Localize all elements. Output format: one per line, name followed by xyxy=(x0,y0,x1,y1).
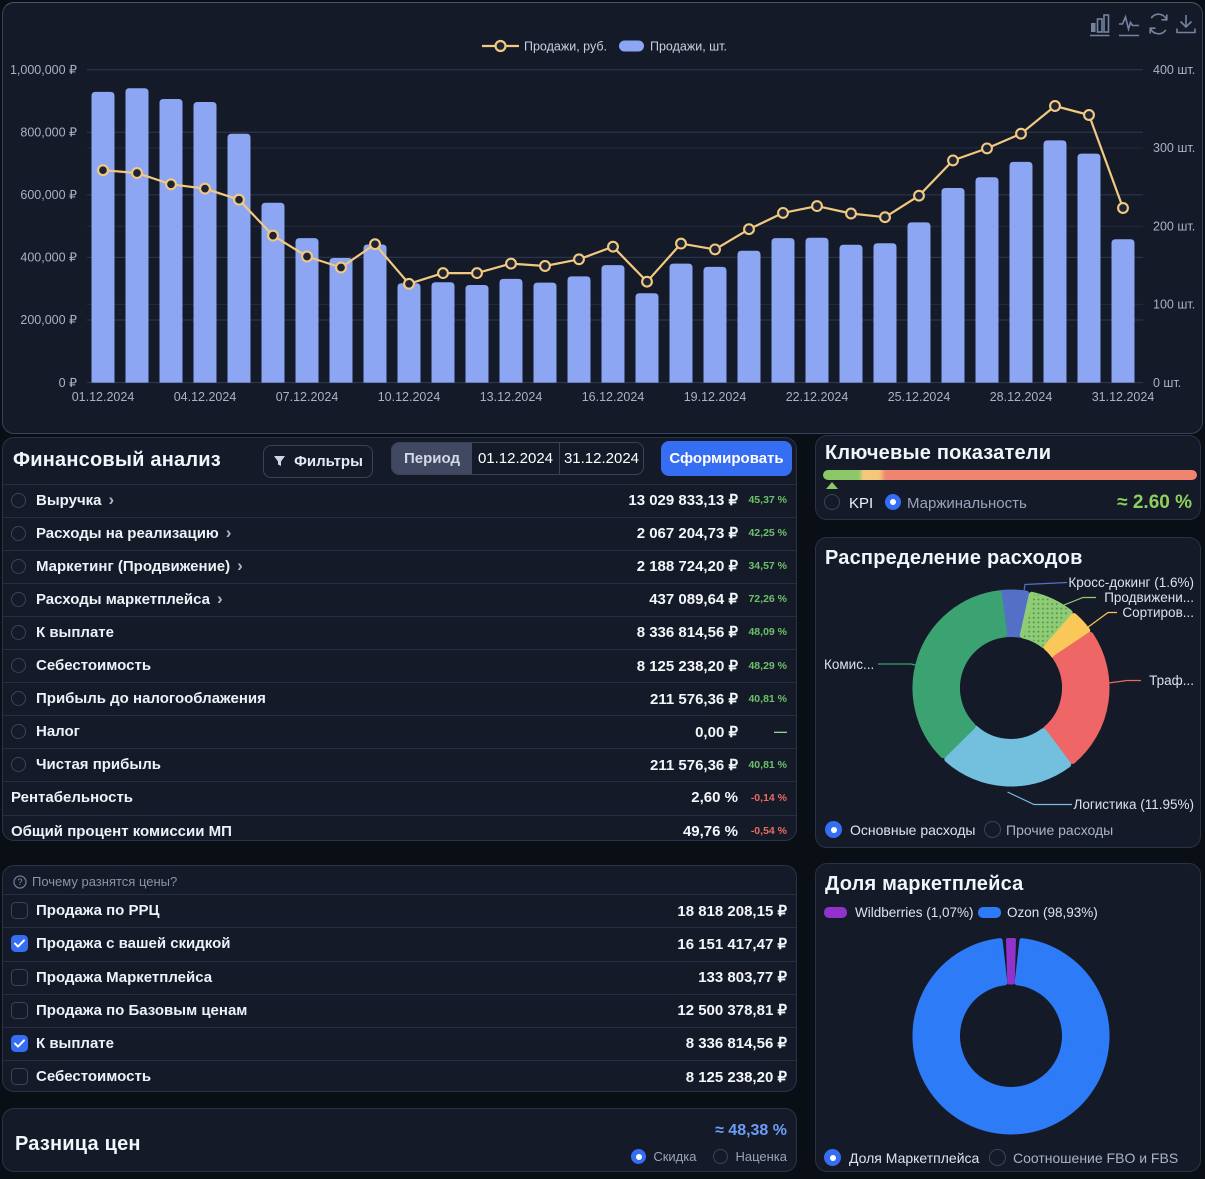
svg-text:Кросс-докинг (1.6%): Кросс-докинг (1.6%) xyxy=(1068,575,1194,590)
svg-text:Траф...: Траф... xyxy=(1149,673,1194,688)
svg-text:400 шт.: 400 шт. xyxy=(1153,63,1195,77)
svg-text:Продажи, шт.: Продажи, шт. xyxy=(650,40,727,54)
svg-text:10.12.2024: 10.12.2024 xyxy=(378,390,441,404)
svg-text:07.12.2024: 07.12.2024 xyxy=(276,390,339,404)
svg-text:100 шт.: 100 шт. xyxy=(1153,298,1195,312)
svg-text:?: ? xyxy=(17,877,22,887)
svg-text:04.12.2024: 04.12.2024 xyxy=(174,390,237,404)
svg-text:25.12.2024: 25.12.2024 xyxy=(888,390,951,404)
svg-text:200 шт.: 200 шт. xyxy=(1153,219,1195,233)
svg-text:19.12.2024: 19.12.2024 xyxy=(684,390,747,404)
svg-text:31.12.2024: 31.12.2024 xyxy=(1092,390,1155,404)
svg-text:13.12.2024: 13.12.2024 xyxy=(480,390,543,404)
svg-text:300 шт.: 300 шт. xyxy=(1153,141,1195,155)
svg-text:400,000 ₽: 400,000 ₽ xyxy=(20,251,77,265)
svg-text:Продажи, руб.: Продажи, руб. xyxy=(524,40,607,54)
svg-text:0 шт.: 0 шт. xyxy=(1153,376,1181,390)
svg-text:600,000 ₽: 600,000 ₽ xyxy=(20,188,77,202)
svg-text:800,000 ₽: 800,000 ₽ xyxy=(20,126,77,140)
svg-text:200,000 ₽: 200,000 ₽ xyxy=(20,313,77,327)
svg-text:0 ₽: 0 ₽ xyxy=(59,376,77,390)
svg-text:Комис...: Комис... xyxy=(824,657,874,672)
svg-text:Продвижени...: Продвижени... xyxy=(1104,590,1194,605)
svg-text:22.12.2024: 22.12.2024 xyxy=(786,390,849,404)
svg-text:28.12.2024: 28.12.2024 xyxy=(990,390,1053,404)
svg-text:16.12.2024: 16.12.2024 xyxy=(582,390,645,404)
svg-text:1,000,000 ₽: 1,000,000 ₽ xyxy=(10,63,77,77)
svg-text:Логистика (11.95%): Логистика (11.95%) xyxy=(1073,797,1194,812)
svg-text:Сортиров...: Сортиров... xyxy=(1122,605,1194,620)
svg-text:01.12.2024: 01.12.2024 xyxy=(72,390,135,404)
